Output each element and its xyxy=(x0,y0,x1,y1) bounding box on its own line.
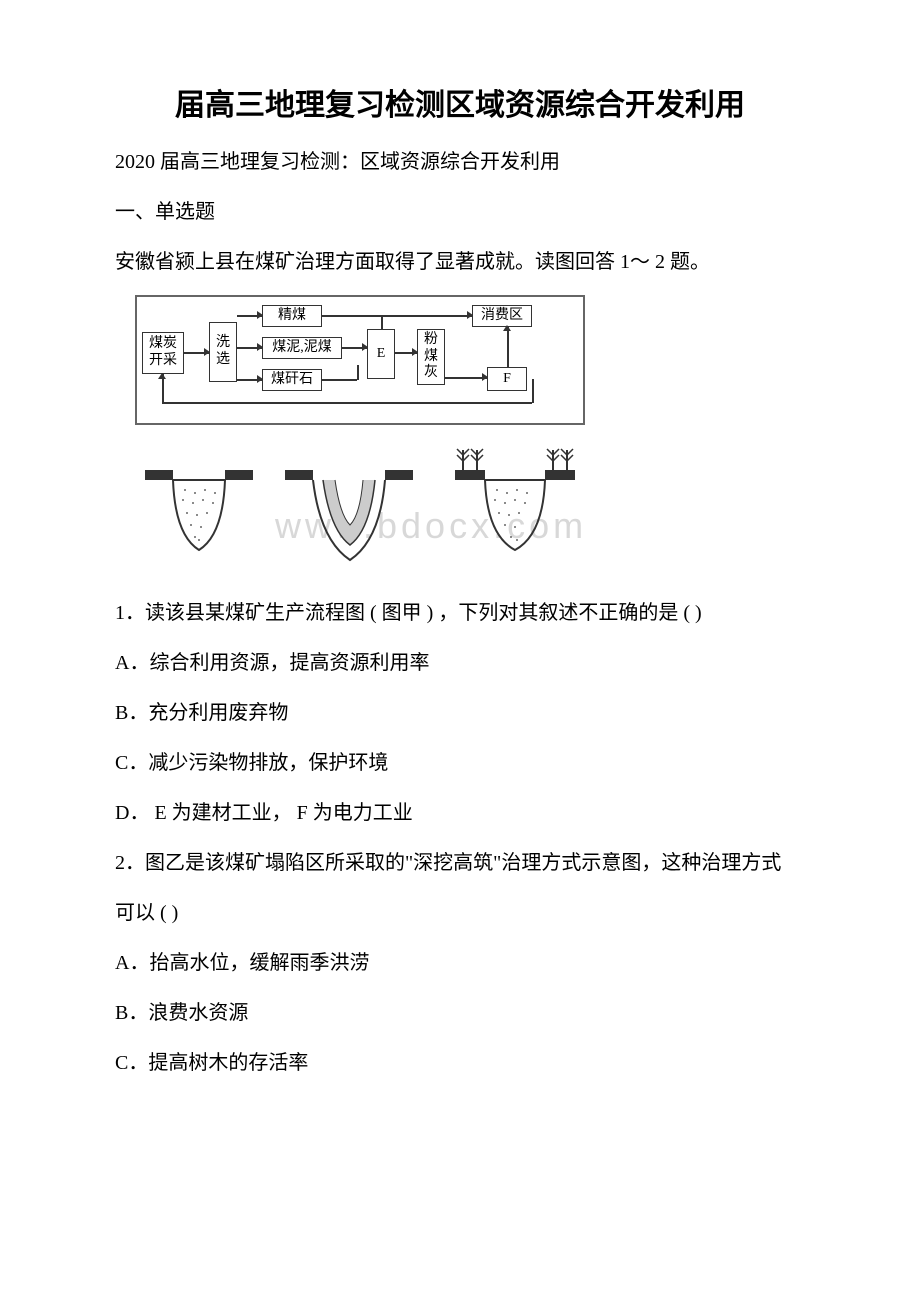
question-1-text: 1．读该县某煤矿生产流程图 ( 图甲 ) ，下列对其叙述不正确的是 ( ) xyxy=(75,595,845,631)
flow-diagram-container: 煤炭开采 洗选 精煤 煤泥,泥煤 煤矸石 E 粉煤灰 消费区 F xyxy=(135,295,845,425)
question-1-option-d: D． E 为建材工业， F 为电力工业 xyxy=(75,795,845,831)
cross-section-diagram: www.bdocx.com xyxy=(135,445,595,575)
document-title: 届高三地理复习检测区域资源综合开发利用 xyxy=(75,80,845,124)
box-coal-mud: 煤泥,泥煤 xyxy=(262,337,342,359)
box-fly-ash: 粉煤灰 xyxy=(417,329,445,385)
question-1-option-a: A．综合利用资源，提高资源利用率 xyxy=(75,645,845,681)
question-2-text-line1: 2．图乙是该煤矿塌陷区所采取的"深挖高筑"治理方式示意图，这种治理方式 xyxy=(75,845,845,881)
box-consumer: 消费区 xyxy=(472,305,532,327)
document-subtitle: 2020 届高三地理复习检测：区域资源综合开发利用 xyxy=(75,144,845,180)
question-1-option-b: B．充分利用废弃物 xyxy=(75,695,845,731)
box-coal-gangue: 煤矸石 xyxy=(262,369,322,391)
question-1-option-c: C．减少污染物排放，保护环境 xyxy=(75,745,845,781)
question-2-option-b: B．浪费水资源 xyxy=(75,995,845,1031)
box-e: E xyxy=(367,329,395,379)
cross-section-svg xyxy=(135,445,595,575)
box-washing: 洗选 xyxy=(209,322,237,382)
flow-diagram: 煤炭开采 洗选 精煤 煤泥,泥煤 煤矸石 E 粉煤灰 消费区 F xyxy=(135,295,585,425)
box-f: F xyxy=(487,367,527,391)
question-2-option-c: C．提高树木的存活率 xyxy=(75,1045,845,1081)
box-fine-coal: 精煤 xyxy=(262,305,322,327)
box-coal-mining: 煤炭开采 xyxy=(142,332,184,374)
question-2-option-a: A．抬高水位，缓解雨季洪涝 xyxy=(75,945,845,981)
section-header: 一、单选题 xyxy=(75,194,845,230)
question-2-text-line2: 可以 ( ) xyxy=(75,895,845,931)
intro-paragraph: 安徽省颍上县在煤矿治理方面取得了显著成就。读图回答 1～ 2 题。 xyxy=(75,244,845,280)
